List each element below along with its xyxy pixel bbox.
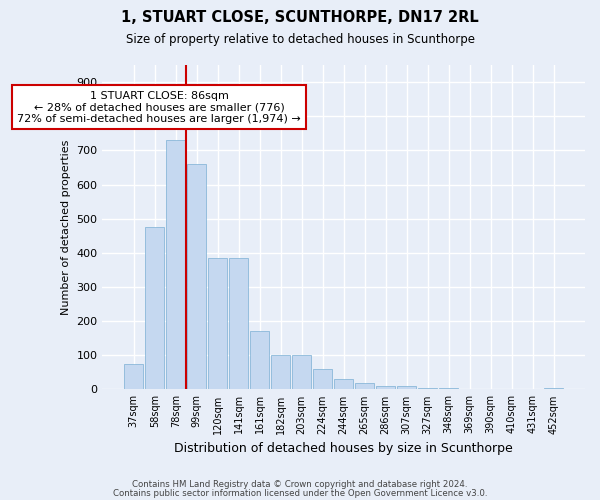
- Bar: [334, 379, 353, 390]
- Bar: [229, 258, 248, 390]
- Bar: [376, 386, 395, 390]
- Bar: [145, 227, 164, 390]
- Bar: [439, 388, 458, 390]
- Bar: [187, 164, 206, 390]
- Bar: [166, 140, 185, 390]
- Text: 1 STUART CLOSE: 86sqm
← 28% of detached houses are smaller (776)
72% of semi-det: 1 STUART CLOSE: 86sqm ← 28% of detached …: [17, 90, 301, 124]
- X-axis label: Distribution of detached houses by size in Scunthorpe: Distribution of detached houses by size …: [175, 442, 513, 455]
- Text: Contains HM Land Registry data © Crown copyright and database right 2024.: Contains HM Land Registry data © Crown c…: [132, 480, 468, 489]
- Bar: [271, 356, 290, 390]
- Text: Size of property relative to detached houses in Scunthorpe: Size of property relative to detached ho…: [125, 32, 475, 46]
- Bar: [208, 258, 227, 390]
- Bar: [124, 364, 143, 390]
- Bar: [292, 356, 311, 390]
- Bar: [355, 382, 374, 390]
- Bar: [544, 388, 563, 390]
- Bar: [313, 369, 332, 390]
- Bar: [460, 388, 479, 390]
- Bar: [397, 386, 416, 390]
- Bar: [418, 388, 437, 390]
- Bar: [481, 388, 500, 390]
- Text: Contains public sector information licensed under the Open Government Licence v3: Contains public sector information licen…: [113, 488, 487, 498]
- Bar: [250, 332, 269, 390]
- Y-axis label: Number of detached properties: Number of detached properties: [61, 140, 71, 315]
- Text: 1, STUART CLOSE, SCUNTHORPE, DN17 2RL: 1, STUART CLOSE, SCUNTHORPE, DN17 2RL: [121, 10, 479, 25]
